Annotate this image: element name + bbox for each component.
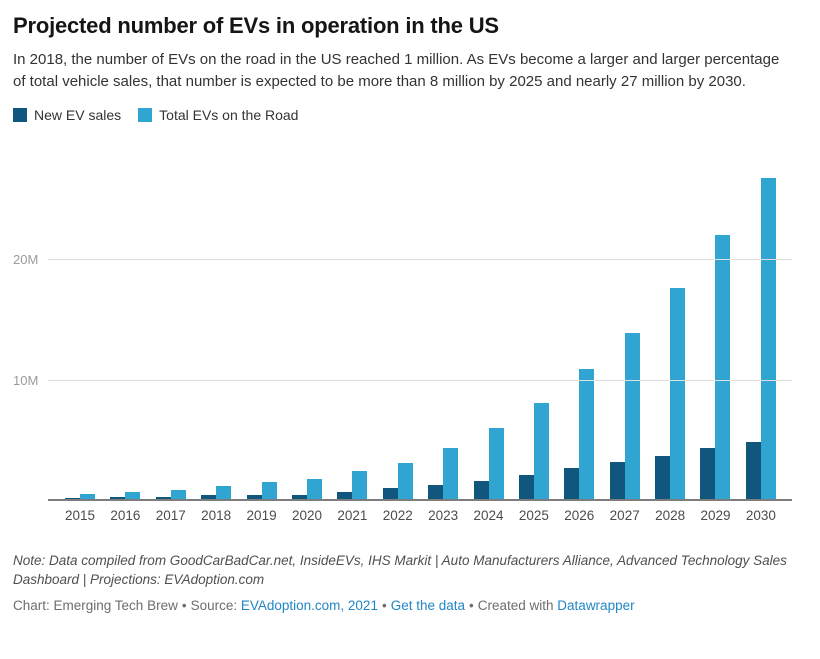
bar-group-2026 [564, 369, 595, 499]
bar-total-evs-on-the-road-2017[interactable] [170, 490, 186, 499]
y-axis-tick-20M: 20M [13, 252, 39, 268]
created-with-label: Created with [477, 598, 554, 613]
bar-new-ev-sales-2016[interactable] [110, 497, 126, 499]
x-axis-label-2024: 2024 [473, 508, 504, 523]
bar-group-2019 [246, 482, 277, 499]
datawrapper-link[interactable]: Datawrapper [557, 598, 635, 613]
bar-group-2016 [110, 492, 141, 499]
separator-dot: • [381, 598, 387, 613]
x-axis-label-2015: 2015 [64, 508, 96, 523]
x-axis-label-2019: 2019 [246, 508, 277, 523]
bar-group-2030 [745, 177, 776, 499]
x-axis-label-2016: 2016 [110, 508, 141, 523]
x-axis-label-2030: 2030 [745, 508, 776, 523]
legend-label-new-ev-sales: New EV sales [34, 107, 122, 123]
bar-total-evs-on-the-road-2019[interactable] [261, 482, 277, 499]
bar-total-evs-on-the-road-2020[interactable] [306, 478, 322, 499]
bar-new-ev-sales-2023[interactable] [428, 484, 444, 499]
bar-new-ev-sales-2015[interactable] [65, 497, 80, 499]
chart-byline: Chart: Emerging Tech Brew [13, 598, 178, 613]
source-link[interactable]: EVAdoption.com, 2021 [240, 598, 378, 613]
bar-total-evs-on-the-road-2023[interactable] [443, 448, 459, 499]
bar-total-evs-on-the-road-2028[interactable] [670, 288, 686, 499]
footnote: Note: Data compiled from GoodCarBadCar.n… [13, 553, 787, 587]
get-the-data-link[interactable]: Get the data [390, 598, 465, 613]
bar-group-2025 [518, 402, 549, 499]
bar-group-2021 [337, 470, 368, 499]
bar-new-ev-sales-2026[interactable] [564, 467, 580, 499]
legend-swatch-total-evs [138, 108, 153, 122]
bar-group-2015 [65, 494, 95, 499]
bar-group-2022 [382, 462, 413, 499]
bar-total-evs-on-the-road-2025[interactable] [533, 402, 549, 499]
bar-total-evs-on-the-road-2027[interactable] [624, 332, 640, 499]
legend-item-new-ev-sales: New EV sales [13, 107, 121, 123]
bar-total-evs-on-the-road-2029[interactable] [715, 235, 731, 499]
bar-total-evs-on-the-road-2030[interactable] [760, 177, 776, 499]
separator-dot: • [469, 598, 474, 613]
legend-label-total-evs: Total EVs on the Road [159, 107, 299, 123]
x-axis-label-2022: 2022 [382, 508, 413, 523]
bar-new-ev-sales-2028[interactable] [655, 455, 671, 499]
bar-total-evs-on-the-road-2026[interactable] [579, 369, 595, 499]
x-axis-label-2029: 2029 [700, 508, 731, 523]
bar-total-evs-on-the-road-2015[interactable] [80, 494, 95, 499]
credit-line: Chart: Emerging Tech Brew • Source: EVAdop… [13, 597, 807, 614]
bar-new-ev-sales-2025[interactable] [518, 474, 534, 499]
gridline-20M [48, 259, 792, 261]
y-axis-tick-10M: 10M [13, 372, 39, 388]
bar-total-evs-on-the-road-2024[interactable] [488, 428, 504, 499]
bars [65, 177, 776, 499]
x-axis-baseline [48, 499, 792, 501]
bar-new-ev-sales-2030[interactable] [745, 442, 761, 499]
bar-new-ev-sales-2024[interactable] [473, 480, 489, 499]
x-axis-label-2028: 2028 [655, 508, 686, 523]
x-axis-labels: 2015 2016 2017 2018 2019 2020 2021 2022 2023 2024… [65, 501, 776, 528]
bar-group-2029 [700, 235, 731, 499]
bar-total-evs-on-the-road-2021[interactable] [352, 470, 368, 499]
bar-total-evs-on-the-road-2022[interactable] [397, 462, 413, 499]
bar-group-2017 [155, 490, 186, 499]
bar-new-ev-sales-2017[interactable] [155, 496, 171, 499]
x-axis-label-2026: 2026 [564, 508, 595, 523]
bar-new-ev-sales-2029[interactable] [700, 448, 716, 499]
x-axis-label-2023: 2023 [428, 508, 459, 523]
x-axis-label-2018: 2018 [201, 508, 232, 523]
bar-group-2024 [473, 428, 504, 499]
bar-new-ev-sales-2021[interactable] [337, 491, 353, 499]
chart-description: In 2018, the number of EVs on the road i… [13, 51, 780, 90]
separator-dot: • [181, 598, 187, 613]
bar-new-ev-sales-2022[interactable] [382, 487, 398, 499]
bar-group-2018 [201, 485, 232, 499]
bar-group-2028 [655, 288, 686, 499]
bar-group-2020 [291, 478, 322, 499]
x-axis-label-2017: 2017 [155, 508, 186, 523]
x-axis-label-2021: 2021 [337, 508, 368, 523]
bar-total-evs-on-the-road-2016[interactable] [125, 492, 141, 499]
bar-chart: 10M 20M 2015 2016 2017 2018 2019 2020 2021 2022 2… [13, 176, 807, 528]
x-axis-label-2027: 2027 [609, 508, 640, 523]
gridline-10M [48, 379, 792, 381]
bar-new-ev-sales-2019[interactable] [246, 495, 262, 499]
bar-total-evs-on-the-road-2018[interactable] [216, 485, 232, 499]
source-label: Source: [190, 598, 238, 613]
bar-group-2023 [428, 448, 459, 499]
x-axis-label-2020: 2020 [291, 508, 322, 523]
bar-new-ev-sales-2027[interactable] [609, 461, 625, 499]
legend-swatch-new-ev-sales [13, 108, 27, 122]
x-axis-label-2025: 2025 [518, 508, 549, 523]
legend: New EV sales Total EVs on the Road [13, 107, 807, 123]
bar-group-2027 [609, 332, 640, 499]
legend-item-total-evs: Total EVs on the Road [138, 107, 298, 123]
plot-area: 10M 20M [13, 176, 807, 501]
chart-title: Projected number of EVs in operation in … [13, 13, 499, 38]
bar-new-ev-sales-2020[interactable] [291, 495, 307, 499]
bar-new-ev-sales-2018[interactable] [201, 494, 217, 499]
